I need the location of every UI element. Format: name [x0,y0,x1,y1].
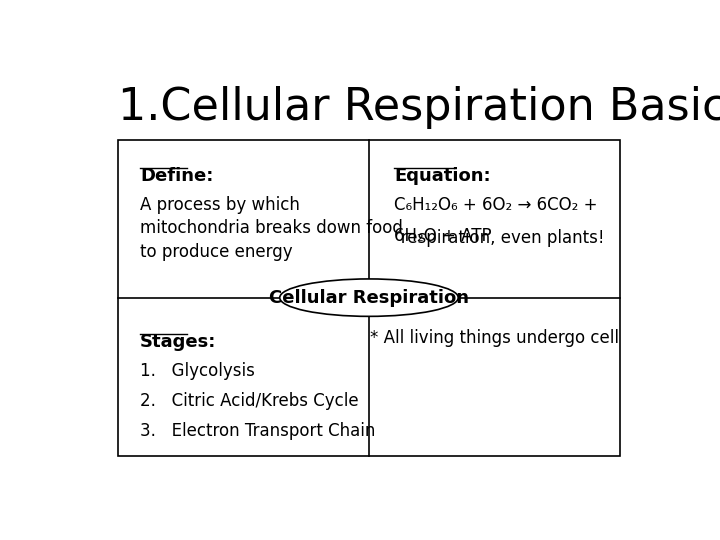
Ellipse shape [280,279,458,316]
Text: Define:: Define: [140,167,214,185]
Text: 6H₂O + ATP: 6H₂O + ATP [394,227,492,245]
Text: C₆H₁₂O₆ + 6O₂ → 6CO₂ +: C₆H₁₂O₆ + 6O₂ → 6CO₂ + [394,196,598,214]
Text: Cellular Respiration: Cellular Respiration [269,289,469,307]
Bar [118,140,620,456]
Text: A process by which
mitochondria breaks down food
to produce energy: A process by which mitochondria breaks d… [140,196,403,261]
Text: respiration, even plants!: respiration, even plants! [384,229,604,247]
Text: Equation:: Equation: [394,167,491,185]
Text: 1.Cellular Respiration Basics: 1.Cellular Respiration Basics [118,85,720,129]
Text: Stages:: Stages: [140,333,217,351]
Text: 2.   Citric Acid/Krebs Cycle: 2. Citric Acid/Krebs Cycle [140,392,359,410]
Text: 1.   Glycolysis: 1. Glycolysis [140,362,255,380]
Text: 3.   Electron Transport Chain: 3. Electron Transport Chain [140,422,376,440]
Text: * All living things undergo cell: * All living things undergo cell [370,329,619,347]
